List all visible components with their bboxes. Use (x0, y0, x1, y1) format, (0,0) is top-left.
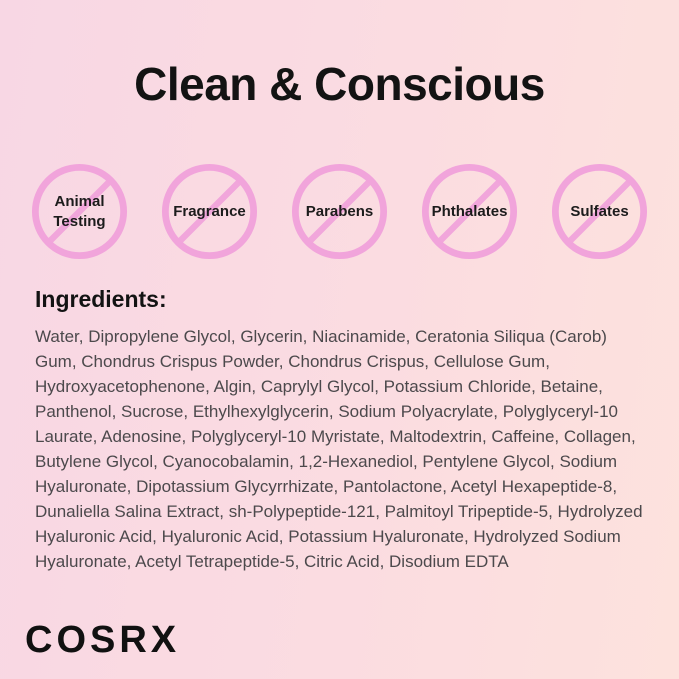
no-sign-icon (161, 163, 258, 260)
badge-label: Parabens (305, 202, 374, 220)
no-sign-icon (551, 163, 648, 260)
badge-label: Sulfates (570, 202, 629, 220)
no-sign-icon (421, 163, 518, 260)
badge-phthalates: Phthalates (421, 163, 518, 260)
ingredients-heading: Ingredients: (35, 286, 167, 312)
badge-sulfates: Sulfates (551, 163, 648, 260)
brand-logo: COSRX (25, 619, 181, 661)
ingredients-section: Ingredients: Water, Dipropylene Glycol, … (35, 286, 649, 574)
badge-fragrance: Fragrance (161, 163, 258, 260)
badge-parabens: Parabens (291, 163, 388, 260)
badge-label: Phthalates (431, 202, 508, 220)
badge-label: Animal Testing (53, 193, 106, 230)
badge-label: Fragrance (173, 202, 246, 220)
no-sign-icon (31, 163, 128, 260)
no-sign-icon (291, 163, 388, 260)
free-from-badges-row: Animal Testing Fragrance Parabens Phthal… (31, 163, 648, 260)
ingredients-text: Water, Dipropylene Glycol, Glycerin, Nia… (35, 326, 643, 571)
badge-animal-testing: Animal Testing (31, 163, 128, 260)
page-title: Clean & Conscious (134, 58, 545, 110)
